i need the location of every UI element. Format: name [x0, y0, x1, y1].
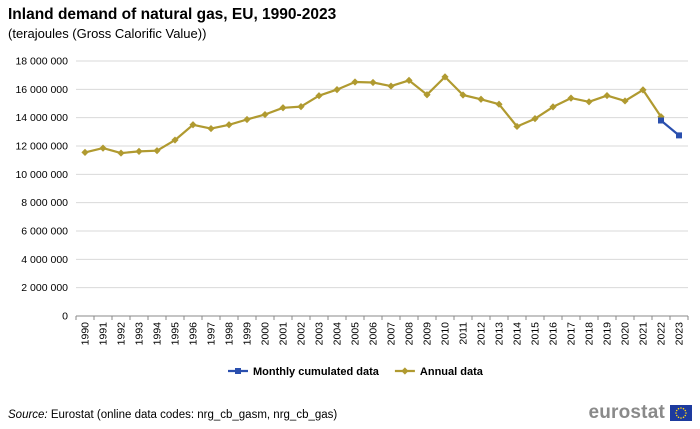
x-tick-label: 2019: [602, 322, 614, 346]
x-tick-label: 2004: [332, 322, 344, 346]
x-tick-label: 1990: [80, 322, 92, 346]
data-point: [315, 92, 323, 100]
x-tick-label: 2023: [674, 322, 686, 346]
legend-label: Annual data: [420, 366, 484, 378]
data-point: [603, 91, 611, 100]
data-point: [477, 95, 485, 103]
data-point: [405, 76, 413, 85]
x-tick-label: 1998: [224, 322, 236, 346]
data-point: [243, 115, 251, 124]
data-point: [513, 122, 521, 131]
data-point: [621, 97, 629, 105]
logo-text: eurostat: [588, 402, 665, 423]
x-tick-label: 1991: [98, 322, 110, 346]
y-tick-label: 6 000 000: [21, 226, 68, 238]
data-point: [495, 100, 503, 108]
x-tick-label: 2007: [386, 322, 398, 346]
x-tick-label: 2002: [296, 322, 308, 346]
data-point: [369, 78, 377, 87]
y-tick-label: 10 000 000: [15, 169, 68, 181]
x-tick-label: 2015: [530, 322, 542, 346]
chart-subtitle: (terajoules (Gross Calorific Value)): [8, 26, 207, 41]
data-point: [135, 147, 143, 155]
x-tick-label: 2011: [458, 322, 470, 345]
data-point: [639, 86, 647, 94]
legend-item: Annual data: [394, 366, 484, 378]
data-point: [676, 132, 682, 139]
x-tick-label: 2008: [404, 322, 416, 346]
data-point: [171, 136, 179, 144]
x-tick-label: 2022: [656, 322, 668, 346]
x-tick-label: 1992: [116, 322, 128, 346]
chart-title: Inland demand of natural gas, EU, 1990-2…: [8, 6, 337, 23]
source-text: Eurostat (online data codes: nrg_cb_gasm…: [47, 409, 338, 421]
x-tick-label: 2018: [584, 322, 596, 346]
series-monthly-cumulated-data: [658, 117, 682, 139]
data-point: [459, 91, 467, 99]
x-tick-label: 2012: [476, 322, 488, 346]
x-tick-label: 2000: [260, 322, 272, 346]
x-tick-label: 2016: [548, 322, 560, 346]
data-point: [279, 104, 287, 112]
x-tick-label: 2017: [566, 322, 578, 346]
data-point: [333, 86, 341, 94]
x-tick-label: 1996: [188, 322, 200, 346]
eurostat-logo: eurostat: [588, 402, 692, 424]
x-tick-label: 2013: [494, 322, 506, 346]
data-point: [531, 115, 539, 123]
data-point: [567, 94, 575, 102]
source-note: Source: Eurostat (online data codes: nrg…: [8, 409, 337, 421]
x-tick-label: 2001: [278, 322, 290, 346]
data-point: [585, 98, 593, 106]
data-point: [99, 144, 107, 152]
eu-flag-icon: [670, 405, 692, 421]
data-point: [207, 124, 215, 133]
x-tick-label: 2003: [314, 322, 326, 346]
data-point: [351, 78, 359, 86]
legend-swatch-marker: [235, 368, 241, 374]
x-tick-label: 2009: [422, 322, 434, 346]
y-tick-label: 16 000 000: [15, 84, 68, 96]
data-point: [153, 147, 161, 155]
data-point: [387, 82, 395, 90]
y-tick-label: 12 000 000: [15, 141, 68, 153]
x-tick-label: 2006: [368, 322, 380, 346]
data-point: [189, 121, 197, 129]
data-point: [549, 103, 557, 111]
x-tick-label: 1993: [134, 322, 146, 346]
series-line: [84, 75, 662, 155]
y-tick-label: 4 000 000: [21, 254, 68, 266]
data-point: [225, 121, 233, 129]
data-point: [81, 148, 89, 156]
data-point: [297, 103, 305, 111]
y-tick-label: 8 000 000: [21, 197, 68, 209]
x-tick-label: 1999: [242, 322, 254, 346]
y-tick-label: 2 000 000: [21, 282, 68, 294]
data-point: [423, 91, 431, 99]
x-tick-label: 2021: [638, 322, 650, 346]
data-point: [261, 110, 269, 119]
legend-swatch-marker: [401, 367, 409, 375]
series-annual-data: [81, 73, 665, 157]
data-point: [441, 73, 449, 81]
legend-label: Monthly cumulated data: [253, 366, 380, 378]
legend-item: Monthly cumulated data: [228, 366, 380, 378]
data-point: [658, 117, 664, 124]
x-tick-label: 2005: [350, 322, 362, 346]
x-tick-label: 1994: [152, 322, 164, 346]
x-tick-label: 2020: [620, 322, 632, 346]
y-tick-label: 18 000 000: [15, 56, 68, 68]
x-tick-label: 2010: [440, 322, 452, 346]
y-tick-label: 14 000 000: [15, 112, 68, 124]
data-point: [117, 149, 125, 157]
y-tick-label: 0: [62, 311, 68, 323]
x-tick-label: 2014: [512, 322, 524, 346]
line-chart: 0 2 000 000 4 000 000 6 000 000 8 000 000 10 …: [15, 56, 689, 378]
x-tick-label: 1995: [170, 322, 182, 346]
x-tick-label: 1997: [206, 322, 218, 346]
source-label: Source:: [8, 409, 48, 421]
